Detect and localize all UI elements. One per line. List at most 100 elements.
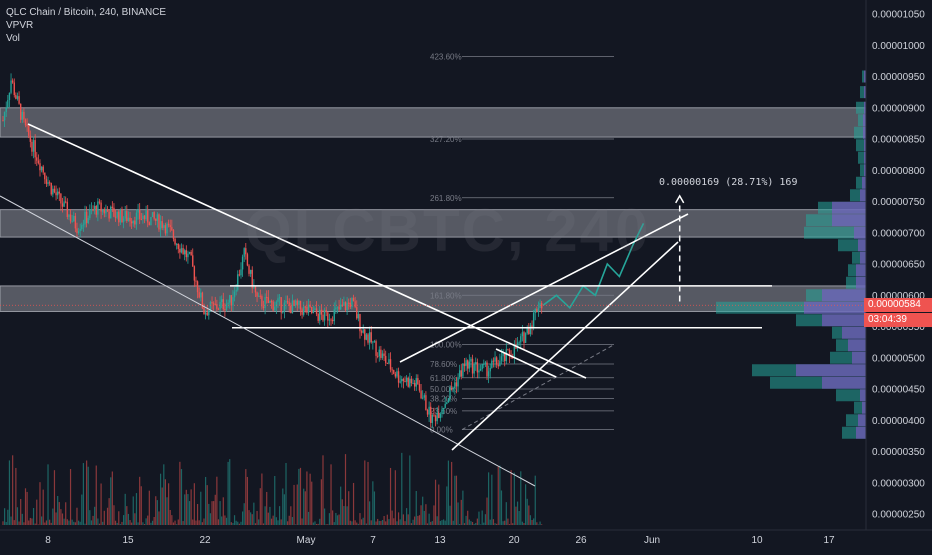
fib-level-label: 423.60%: [430, 53, 462, 62]
volume-bar: [258, 519, 259, 525]
volume-bar: [385, 521, 386, 525]
price-axis-tick: 0.00001000: [872, 41, 925, 52]
volume-bar: [186, 490, 187, 525]
price-axis-tick: 0.00000500: [872, 353, 925, 364]
candle-body: [316, 308, 317, 314]
volume-bar: [25, 488, 26, 525]
volume-profile-bar-down: [822, 289, 866, 301]
volume-bar: [472, 522, 473, 525]
volume-bar: [269, 507, 270, 525]
candle-body: [436, 413, 437, 421]
candle-body: [306, 307, 307, 313]
candle-body: [364, 329, 365, 339]
candle-body: [380, 350, 381, 358]
candle-body: [102, 209, 103, 211]
volume-bar: [398, 512, 399, 525]
candle-body: [404, 381, 405, 382]
time-axis-tick: 10: [751, 535, 763, 546]
candle-body: [250, 270, 251, 274]
candle-body: [218, 309, 219, 310]
volume-bar: [70, 469, 71, 525]
volume-profile-bar-down: [804, 302, 866, 314]
volume-bar: [191, 489, 192, 525]
volume-bar: [94, 507, 95, 525]
candle-body: [161, 221, 162, 228]
volume-bar: [91, 520, 92, 525]
volume-bar: [327, 524, 328, 525]
candle-body: [362, 329, 363, 332]
volume-profile-bar-down: [848, 339, 866, 351]
volume-profile-bar-down: [832, 214, 866, 226]
indicator-vpvr[interactable]: VPVR: [6, 19, 166, 32]
candle-body: [18, 96, 19, 104]
candle-body: [9, 93, 10, 100]
volume-bar: [2, 521, 3, 525]
volume-bar: [39, 482, 40, 525]
candle-body: [321, 310, 322, 315]
candle-body: [63, 201, 64, 206]
volume-bar: [73, 522, 74, 525]
indicator-volume[interactable]: Vol: [6, 32, 166, 45]
volume-bar: [36, 500, 37, 525]
volume-bar: [279, 506, 280, 525]
candle-body: [118, 212, 119, 223]
candle-body: [41, 167, 42, 171]
volume-bar: [154, 517, 155, 525]
volume-bar: [192, 520, 193, 525]
price-axis-tick: 0.00000750: [872, 197, 925, 208]
candle-body: [433, 415, 434, 416]
volume-bar: [242, 511, 243, 525]
volume-bar: [247, 477, 248, 525]
candle-body: [173, 230, 174, 239]
candle-body: [523, 332, 524, 343]
volume-bar: [163, 464, 164, 525]
candle-body: [329, 319, 330, 320]
volume-bar: [83, 463, 84, 525]
candle-body: [467, 360, 468, 368]
candle-body: [22, 112, 23, 120]
candle-body: [125, 211, 126, 218]
candle-body: [78, 231, 79, 233]
candle-body: [12, 80, 13, 82]
candle-body: [226, 304, 227, 310]
volume-bar: [525, 484, 526, 525]
candle-body: [481, 364, 482, 369]
candle-body: [399, 381, 400, 382]
candle-body: [55, 192, 56, 195]
volume-bar: [65, 502, 66, 525]
volume-bar: [475, 523, 476, 525]
volume-bar: [218, 519, 219, 525]
candle-body: [23, 112, 24, 119]
candle-body: [428, 407, 429, 415]
candle-body: [200, 293, 201, 298]
candle-body: [89, 210, 90, 218]
candle-body: [338, 307, 339, 310]
candle-body: [227, 303, 228, 305]
candle-body: [34, 140, 35, 157]
price-axis-tick: 0.00001050: [872, 10, 925, 21]
volume-bar: [314, 521, 315, 525]
candle-body: [187, 254, 188, 257]
candle-body: [166, 224, 167, 234]
candle-body: [123, 218, 124, 222]
symbol-title[interactable]: QLC Chain / Bitcoin, 240, BINANCE: [6, 6, 166, 19]
volume-bar: [395, 470, 396, 525]
candle-body: [149, 222, 150, 225]
candle-body: [239, 274, 240, 275]
volume-bar: [199, 520, 200, 525]
candle-body: [100, 203, 101, 212]
candle-body: [411, 379, 412, 383]
volume-bar: [60, 509, 61, 525]
candle-body: [377, 356, 378, 357]
candle-body: [335, 308, 336, 310]
volume-bar: [110, 477, 111, 525]
volume-bar: [31, 518, 32, 525]
volume-bar: [287, 521, 288, 525]
volume-bar: [253, 503, 254, 525]
volume-bar: [506, 502, 507, 525]
volume-bar: [219, 501, 220, 525]
candle-body: [498, 365, 499, 367]
candle-body: [427, 410, 428, 415]
